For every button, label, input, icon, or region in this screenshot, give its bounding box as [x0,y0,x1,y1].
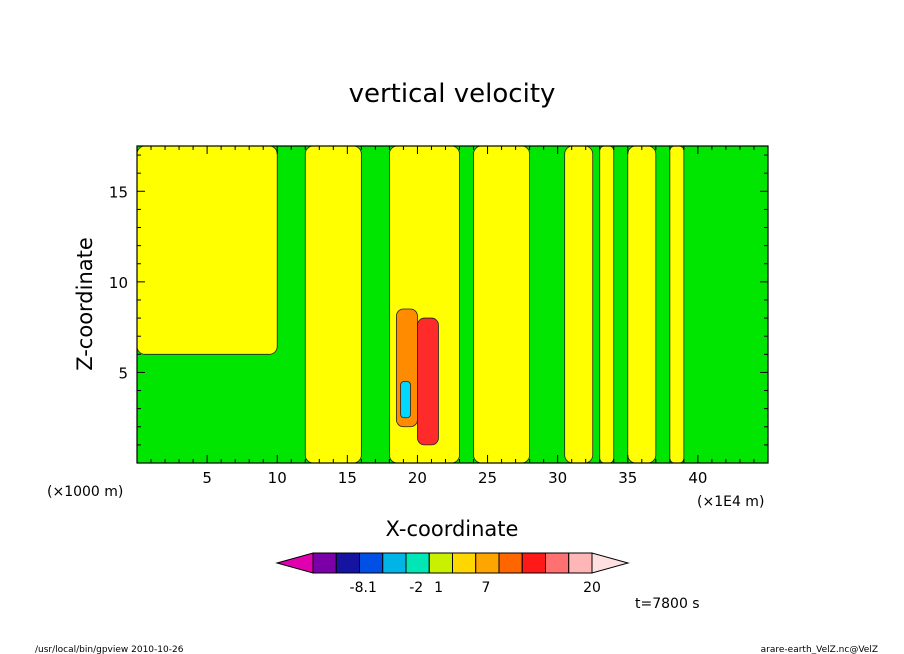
colorbar-swatch [312,552,337,574]
colorbar-swatch [382,552,407,574]
x-unit-right: (×1E4 m) [697,494,764,510]
colorbar-label: 20 [583,580,601,596]
plot-area [136,145,769,464]
field-region-yellow [599,145,615,464]
x-tick-label: 20 [408,469,427,487]
colorbar-swatch [498,552,523,574]
field-region-yellow [304,145,362,464]
y-tick-label: 5 [118,364,128,382]
field-region-red [417,317,439,446]
colorbar-swatch [521,552,546,574]
colorbar-swatch [568,552,593,574]
field-region-yellow [669,145,685,464]
y-axis-label: Z-coordinate [73,237,97,371]
x-tick-label: 10 [268,469,287,487]
colorbar-swatch [475,552,500,574]
field-region-yellow [564,145,594,464]
x-axis-label: X-coordinate [386,517,519,541]
colorbar-swatch [335,552,360,574]
colorbar-swatch [545,552,570,574]
x-tick-label: 5 [202,469,212,487]
colorbar: -8.1 -2 1 7 20 [275,552,630,596]
plot-frame [136,145,769,464]
x-tick-label: 35 [618,469,637,487]
x-tick-label: 25 [478,469,497,487]
colorbar-swatch [359,552,384,574]
y-tick-label: 15 [109,183,128,201]
colorbar-low-arrow [275,552,314,574]
chart-title: vertical velocity [349,79,556,109]
x-tick-label: 30 [548,469,567,487]
field-region-yellow [627,145,657,464]
colorbar-swatch [452,552,477,574]
colorbar-label: -8.1 [350,580,377,596]
colorbar-label: 1 [434,580,443,596]
x-tick-label: 40 [688,469,707,487]
x-tick-label: 15 [338,469,357,487]
time-label: t=7800 s [635,596,700,612]
x-axis: 5 10 15 20 25 30 35 40 [150,146,755,487]
colorbar-high-arrow [591,552,630,574]
footer-left: /usr/local/bin/gpview 2010-10-26 [35,645,184,654]
colorbar-label: -2 [409,580,423,596]
x-unit-left: (×1000 m) [47,484,123,500]
field-region-cyan [400,381,411,419]
field-region-yellow [136,145,278,355]
footer-right: arare-earth_VelZ.nc@VelZ [761,645,878,654]
colorbar-label: 7 [482,580,491,596]
y-axis: 5 10 15 [109,154,768,446]
colorbar-swatch [428,552,453,574]
field-region-yellow [473,145,531,464]
y-tick-label: 10 [109,274,128,292]
colorbar-swatch [405,552,430,574]
